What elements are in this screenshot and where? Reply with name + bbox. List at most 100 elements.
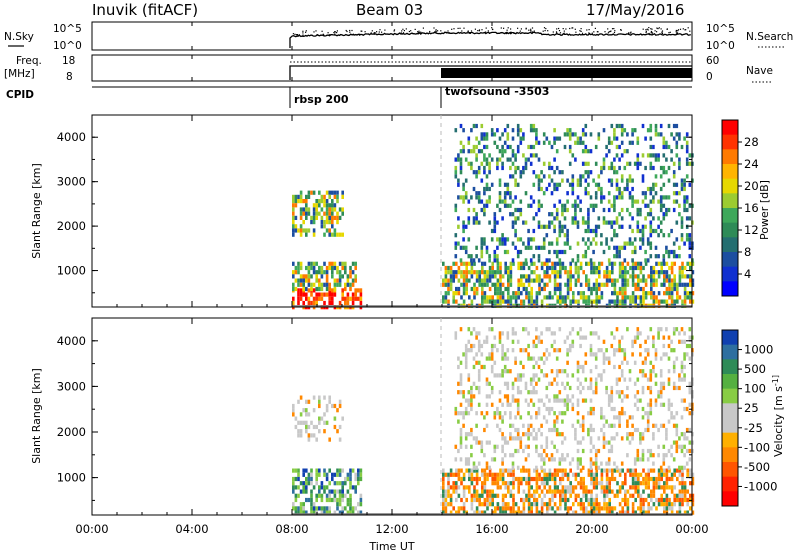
heatmap-cell xyxy=(483,476,487,482)
heatmap-cell xyxy=(613,136,616,141)
heatmap-cell xyxy=(576,331,580,336)
heatmap-cell xyxy=(618,144,621,150)
heatmap-cell xyxy=(654,157,658,162)
heatmap-cell xyxy=(509,415,512,420)
heatmap-cell xyxy=(647,506,650,511)
heatmap-cell xyxy=(660,261,663,266)
heatmap-cell xyxy=(563,385,567,391)
heatmap-cell xyxy=(535,295,539,300)
heatmap-cell xyxy=(483,237,486,242)
heatmap-cell xyxy=(511,453,515,458)
heatmap-cell xyxy=(312,282,316,287)
heatmap-cell xyxy=(564,506,567,511)
heatmap-cell xyxy=(464,432,468,437)
heatmap-cell xyxy=(507,481,510,486)
heatmap-cell xyxy=(494,472,497,477)
heatmap-cell xyxy=(538,286,541,292)
nsky-dot xyxy=(503,27,505,29)
heatmap-cell xyxy=(507,295,510,300)
heatmap-cell xyxy=(553,419,556,424)
heatmap-cell xyxy=(660,299,663,304)
heatmap-cell xyxy=(537,157,541,162)
heatmap-cell xyxy=(626,327,629,332)
heatmap-cell xyxy=(464,157,468,162)
heatmap-cell xyxy=(626,423,629,428)
heatmap-cell xyxy=(488,299,492,304)
heatmap-cell xyxy=(462,186,465,192)
heatmap-cell xyxy=(579,335,582,340)
heatmap-cell xyxy=(681,485,684,490)
heatmap-cell xyxy=(511,220,515,225)
heatmap-cell xyxy=(613,364,616,370)
heatmap-cell xyxy=(537,258,541,263)
heatmap-cell xyxy=(605,485,609,490)
heatmap-cell xyxy=(613,476,617,482)
heatmap-cell xyxy=(475,489,479,494)
nsky-dot xyxy=(481,29,483,31)
heatmap-cell xyxy=(654,182,658,187)
heatmap-cell xyxy=(621,485,624,490)
heatmap-cell xyxy=(467,199,471,204)
heatmap-cell xyxy=(615,465,619,470)
heatmap-cell xyxy=(318,429,321,434)
heatmap-cell xyxy=(589,440,593,445)
heatmap-cell xyxy=(525,286,528,292)
heatmap-cell xyxy=(442,506,445,511)
heatmap-cell xyxy=(587,502,591,507)
heatmap-cell xyxy=(680,398,684,403)
heatmap-cell xyxy=(553,261,557,266)
heatmap-cell xyxy=(535,373,538,378)
heatmap-cell xyxy=(506,369,510,374)
heatmap-cell xyxy=(618,485,622,490)
heatmap-cell xyxy=(496,203,499,208)
heatmap-cell xyxy=(620,191,624,196)
heatmap-cell xyxy=(509,493,513,498)
heatmap-cell xyxy=(670,506,674,511)
heatmap-cell xyxy=(681,481,684,486)
heatmap-cell xyxy=(636,377,640,382)
heatmap-cell xyxy=(598,506,601,511)
heatmap-cell xyxy=(509,195,512,200)
heatmap-cell xyxy=(315,493,318,498)
heatmap-cell xyxy=(459,123,463,129)
heatmap-cell xyxy=(444,472,448,477)
heatmap-cell xyxy=(467,136,471,141)
nsky-dot xyxy=(373,32,375,34)
heatmap-cell xyxy=(571,220,575,225)
heatmap-cell xyxy=(649,199,653,204)
heatmap-cell xyxy=(524,327,528,332)
heatmap-cell xyxy=(607,220,611,225)
heatmap-cell xyxy=(447,481,450,486)
heatmap-cell xyxy=(325,485,329,490)
heatmap-cell xyxy=(600,472,604,477)
heatmap-cell xyxy=(634,489,637,494)
heatmap-cell xyxy=(535,212,538,217)
heatmap-cell xyxy=(475,212,478,217)
heatmap-cell xyxy=(574,132,577,137)
heatmap-cell xyxy=(680,178,684,183)
heatmap-cell xyxy=(299,282,303,287)
heatmap-cell xyxy=(320,506,324,511)
heatmap-cell xyxy=(571,178,575,183)
heatmap-cell xyxy=(688,411,692,416)
heatmap-cell xyxy=(512,291,515,296)
heatmap-cell xyxy=(522,432,525,437)
heatmap-cell xyxy=(685,149,689,154)
heatmap-cell xyxy=(633,335,637,340)
heatmap-cell xyxy=(455,485,458,490)
heatmap-cell xyxy=(467,216,471,221)
heatmap-cell xyxy=(359,468,363,473)
heatmap-cell xyxy=(462,195,465,200)
heatmap-cell xyxy=(631,195,634,200)
heatmap-cell xyxy=(307,190,311,195)
heatmap-cell xyxy=(639,207,642,213)
heatmap-cell xyxy=(634,472,637,477)
heatmap-cell xyxy=(462,224,465,229)
heatmap-cell xyxy=(626,489,630,494)
heatmap-cell xyxy=(688,153,692,158)
heatmap-cell xyxy=(646,415,650,420)
heatmap-cell xyxy=(675,132,679,137)
heatmap-cell xyxy=(631,265,635,271)
heatmap-cell xyxy=(561,295,565,300)
heatmap-cell xyxy=(624,291,627,296)
